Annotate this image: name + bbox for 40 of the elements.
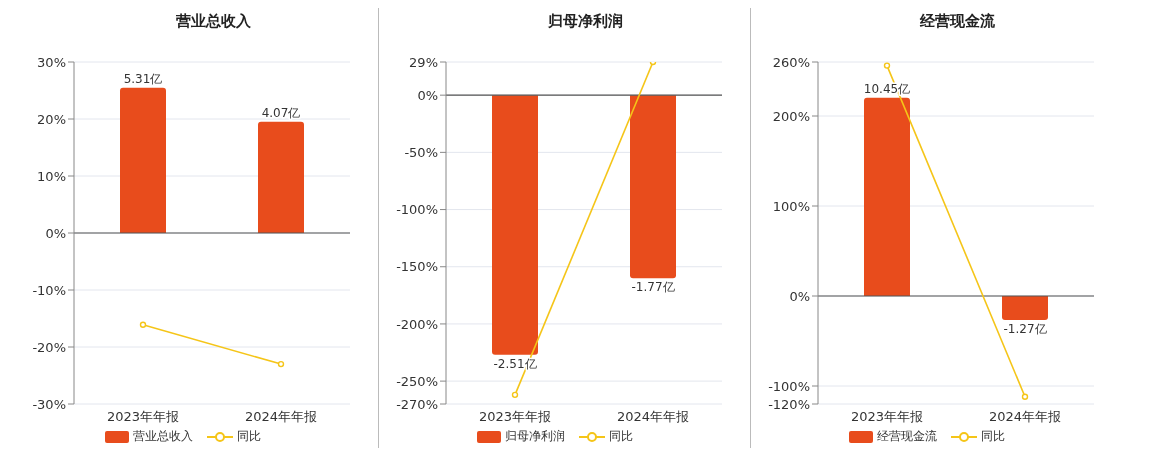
y-tick-label: -100% (768, 378, 810, 394)
data-label: -1.27亿 (1003, 322, 1047, 337)
y-tick-label: -270% (396, 396, 438, 412)
data-label: -1.77亿 (631, 280, 675, 295)
y-tick-label: 30% (37, 54, 66, 70)
y-tick-label: -50% (404, 144, 438, 160)
legend-label: 同比 (237, 428, 261, 445)
y-tick-label: 0% (45, 225, 66, 241)
y-tick-label: -30% (32, 396, 66, 412)
x-tick-label: 2023年年报 (850, 409, 924, 425)
legend-label: 经营现金流 (877, 428, 937, 445)
data-label: 4.07亿 (261, 105, 301, 120)
x-tick-label: 2024年年报 (616, 409, 690, 425)
y-tick-label: 200% (772, 108, 810, 124)
x-tick-label: 2023年年报 (478, 409, 552, 425)
y-tick-label: -200% (396, 316, 438, 332)
x-tick-label: 2024年年报 (988, 409, 1062, 425)
data-label: 5.31亿 (123, 71, 163, 86)
y-tick-label: -120% (768, 396, 810, 412)
y-tick-label: -20% (32, 339, 66, 355)
y-tick-label: 0% (789, 288, 810, 304)
legend-label: 同比 (609, 428, 633, 445)
y-tick-label: 20% (37, 111, 66, 127)
chart-title: 营业总收入 (174, 12, 252, 32)
x-tick-label: 2024年年报 (244, 409, 318, 425)
y-tick-label: 0% (417, 87, 438, 103)
y-tick-label: -150% (396, 259, 438, 275)
legend-label: 归母净利润 (505, 428, 565, 445)
y-tick-label: -10% (32, 282, 66, 298)
y-tick-label: 29% (409, 54, 438, 70)
chart-title: 经营现金流 (918, 12, 996, 32)
y-tick-label: 100% (772, 198, 810, 214)
y-tick-label: -250% (396, 373, 438, 389)
y-tick-label: 260% (772, 54, 810, 70)
x-tick-label: 2023年年报 (106, 409, 180, 425)
y-tick-label: -100% (396, 202, 438, 218)
legend-label: 营业总收入 (133, 428, 193, 445)
chart-title: 归母净利润 (546, 12, 624, 32)
legend-label: 同比 (981, 428, 1005, 445)
y-tick-label: 10% (37, 168, 66, 184)
